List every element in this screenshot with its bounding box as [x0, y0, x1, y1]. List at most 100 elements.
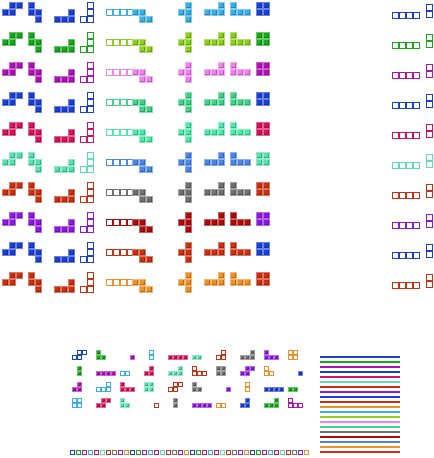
mini-piece-block: [144, 382, 149, 387]
piece-rust-2-block: [61, 196, 68, 203]
piece-crimson-5-block: [139, 129, 146, 136]
piece-blue-3-block: [87, 9, 94, 16]
mini-piece-block: [149, 371, 154, 376]
piece-mint-7-block: [218, 152, 225, 159]
piece-crimson-6-block: [185, 136, 192, 143]
piece-blue2-3-block: [80, 256, 87, 263]
mini-piece-block: [72, 403, 77, 408]
piece-magenta-0-block: [9, 62, 16, 69]
piece-crimson-1-block: [28, 129, 35, 136]
mini-piece-block: [149, 350, 154, 355]
piece-crimson-0-block: [9, 122, 16, 129]
mini-line-block: [172, 450, 177, 455]
mini-piece-block: [264, 387, 269, 392]
piece-mint-2-block: [54, 166, 61, 173]
mini-piece-block: [120, 387, 125, 392]
piece-purple-6-block: [185, 226, 192, 233]
mini-line-block: [76, 450, 81, 455]
mini-piece-block: [197, 403, 202, 408]
mini-piece-block: [149, 355, 154, 360]
piece-blue-7-block: [211, 9, 218, 16]
mini-piece-block: [192, 387, 197, 392]
piece-blue-9-block: [263, 2, 270, 9]
mini-piece-block: [96, 371, 101, 376]
piece-green-0-block: [9, 32, 16, 39]
mini-line-block: [220, 450, 225, 455]
piece-blue2-3-block: [87, 249, 94, 256]
mini-piece-block: [111, 371, 116, 376]
piece-blue-0-block: [9, 9, 16, 16]
piece-orange-5-block: [132, 279, 139, 286]
piece-navy-2-block: [61, 106, 68, 113]
piece-rust-9-block: [263, 189, 270, 196]
mini-line-block: [136, 450, 141, 455]
piece-rust-1-block: [28, 189, 35, 196]
piece-crimson-9-block: [256, 129, 263, 136]
piece-blue2-2-block: [54, 256, 61, 263]
mini-piece-block: [101, 398, 106, 403]
piece-mint-9-block: [263, 152, 270, 159]
piece-blue-3-block: [80, 16, 87, 23]
piece-crimson-8-block: [230, 129, 237, 136]
mini-piece-block: [202, 371, 207, 376]
mini-piece-block: [178, 366, 183, 371]
piece-blue2-9-block: [263, 249, 270, 256]
piece-orange-edge-block: [426, 281, 433, 288]
piece-mint-i-outline-block: [399, 162, 406, 169]
piece-navy-1-block: [35, 106, 42, 113]
piece-rust-i-outline-block: [399, 192, 406, 199]
mini-piece-block: [221, 371, 226, 376]
piece-purple-4-block: [113, 219, 120, 226]
piece-rust-7-block: [204, 189, 211, 196]
piece-navy-0-block: [9, 99, 16, 106]
mini-piece-block: [82, 350, 87, 355]
mini-piece-block: [173, 387, 178, 392]
piece-rust-1-block: [35, 189, 42, 196]
piece-rust-3-block: [87, 196, 94, 203]
mini-piece-block: [125, 387, 130, 392]
piece-navy-6-block: [178, 99, 185, 106]
piece-rust-i-outline-block: [392, 192, 399, 199]
piece-crimson-edge-block: [426, 131, 433, 138]
piece-rust-2-block: [68, 196, 75, 203]
piece-orange-9-block: [263, 272, 270, 279]
piece-rust-1-block: [28, 182, 35, 189]
mini-piece-block: [245, 382, 250, 387]
piece-blue2-7-block: [204, 249, 211, 256]
piece-orange-0-block: [16, 272, 23, 279]
piece-magenta-i-outline-block: [392, 72, 399, 79]
piece-blue-8-block: [230, 2, 237, 9]
piece-magenta-edge-block: [426, 71, 433, 78]
color-stripe: [320, 361, 400, 363]
mini-piece-block: [216, 355, 221, 360]
mini-piece-block: [101, 355, 106, 360]
piece-blue2-9-block: [256, 242, 263, 249]
mini-piece-block: [250, 350, 255, 355]
piece-purple-6-block: [185, 212, 192, 219]
mini-piece-block: [178, 371, 183, 376]
piece-magenta-2-block: [68, 69, 75, 76]
mini-piece-block: [221, 403, 226, 408]
mini-piece-block: [288, 355, 293, 360]
mini-line-block: [202, 450, 207, 455]
mini-piece-block: [120, 382, 125, 387]
piece-crimson-i-outline-block: [413, 132, 420, 139]
piece-crimson-7-block: [218, 122, 225, 129]
piece-blue-2-block: [68, 9, 75, 16]
piece-blue2-edge-block: [426, 244, 433, 251]
piece-mint-5-block: [146, 166, 153, 173]
piece-blue-4-block: [106, 9, 113, 16]
mini-piece-block: [202, 403, 207, 408]
piece-rust-2-block: [54, 196, 61, 203]
piece-orange-1-block: [28, 279, 35, 286]
piece-blue2-1-block: [28, 249, 35, 256]
piece-blue2-i-outline-block: [399, 252, 406, 259]
piece-green-6-block: [185, 32, 192, 39]
piece-blue2-0-block: [9, 242, 16, 249]
piece-green-1-block: [35, 46, 42, 53]
piece-blue2-2-block: [68, 249, 75, 256]
piece-rust-edge-block: [426, 191, 433, 198]
piece-mint-8-block: [244, 159, 251, 166]
piece-navy-3-block: [87, 106, 94, 113]
mini-piece-block: [178, 355, 183, 360]
